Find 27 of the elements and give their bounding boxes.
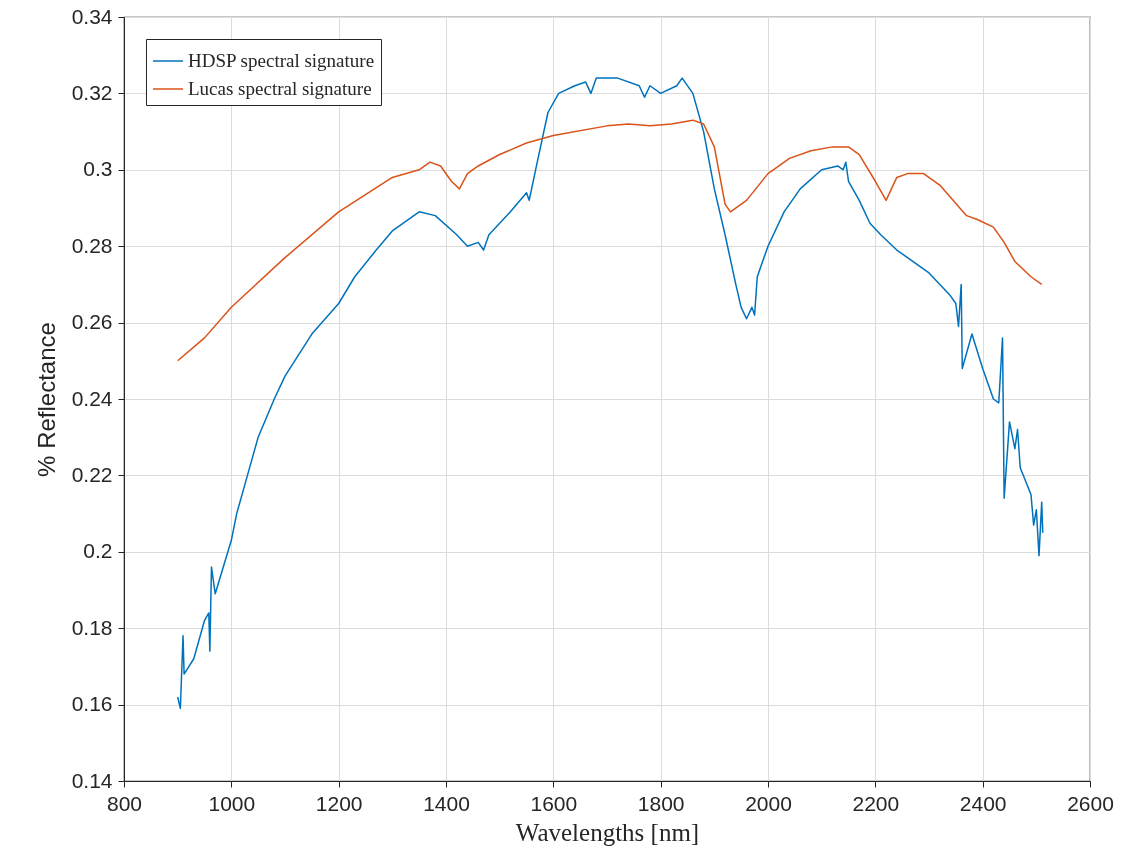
- y-tick-label: 0.34: [71, 4, 113, 28]
- line-series: [176, 119, 1043, 362]
- y-tick-label: 0.24: [71, 386, 113, 410]
- legend-label: HDSP spectral signature: [188, 50, 375, 71]
- x-tick-label: 2200: [852, 791, 900, 815]
- x-tick-label: 1000: [208, 791, 256, 815]
- line-series: [176, 77, 1044, 710]
- x-tick-label: 2600: [1067, 791, 1114, 815]
- y-tick-label: 0.14: [71, 768, 113, 792]
- y-tick-label: 0.16: [71, 692, 113, 716]
- x-axis-title: Wavelengths [nm]: [515, 818, 700, 846]
- x-tick-label: 800: [106, 791, 143, 815]
- y-tick-label: 0.26: [71, 310, 113, 334]
- x-tick-label: 1800: [637, 791, 685, 815]
- x-tick-label: 2400: [959, 791, 1007, 815]
- x-tick-label: 2000: [745, 791, 792, 815]
- y-tick-label: 0.28: [71, 233, 113, 257]
- y-tick-label: 0.3: [83, 157, 113, 181]
- y-axis-title: % Reflectance: [32, 322, 60, 477]
- y-tick-label: 0.32: [71, 80, 113, 104]
- x-tick-label: 1400: [423, 791, 470, 815]
- legend-label: Lucas spectral signature: [188, 78, 372, 99]
- y-tick-label: 0.18: [71, 615, 113, 639]
- y-tick-label: 0.2: [83, 539, 113, 563]
- x-tick-label: 1600: [530, 791, 578, 815]
- x-tick-label: 1200: [315, 791, 363, 815]
- y-tick-label: 0.22: [71, 462, 113, 486]
